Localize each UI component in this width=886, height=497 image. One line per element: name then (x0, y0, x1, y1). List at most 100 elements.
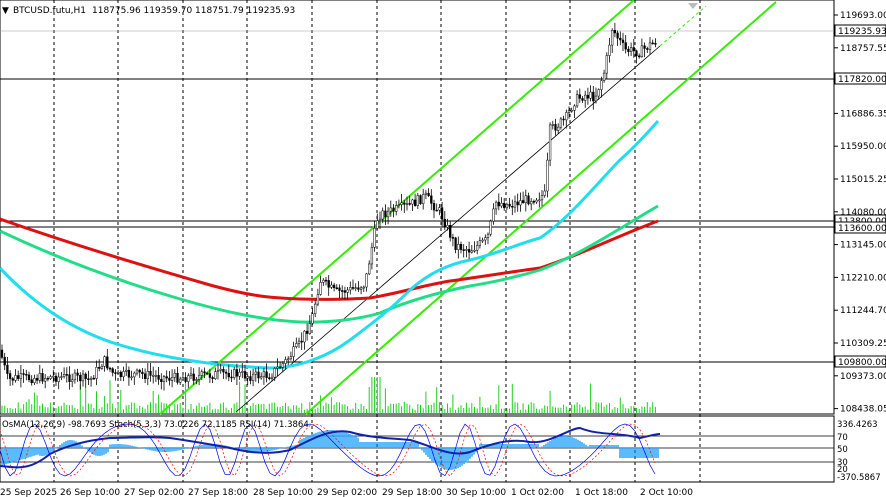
candle-body (478, 240, 482, 246)
indicator-levels (0, 435, 834, 463)
candle-body (65, 374, 68, 376)
candle-body (251, 373, 255, 381)
candle-body (187, 375, 190, 382)
candle-body (195, 379, 198, 381)
candle-body (57, 376, 60, 382)
main-chart-frame[interactable] (0, 0, 835, 415)
level-box-113600 (834, 221, 886, 234)
candle-body (481, 239, 484, 242)
candle-body (427, 192, 430, 197)
candle-body (6, 364, 9, 374)
candle-body (643, 45, 646, 49)
candle-body (25, 373, 28, 376)
candle-body (627, 48, 630, 52)
candle-body (100, 366, 104, 369)
candle-body (324, 279, 328, 282)
candle-body (300, 340, 303, 343)
candle-body (343, 290, 347, 293)
price-tick-label: 118757.55 (840, 44, 886, 54)
volume-bars (1, 377, 656, 413)
channel-lower-line (305, 1, 777, 415)
candle-body (84, 373, 87, 380)
candle-body (127, 369, 131, 378)
candle-body (389, 207, 392, 212)
price-tick-label: 114080.00 (840, 208, 886, 218)
candle-body (465, 249, 468, 251)
osma-min-label: -370.5867 (837, 473, 881, 483)
candle-body (308, 323, 311, 334)
candle-body (170, 377, 174, 381)
candle-body (430, 195, 433, 204)
candle-body (108, 367, 112, 370)
candle-body (516, 201, 519, 206)
stoch-line (0, 423, 656, 477)
candle-body (262, 371, 266, 377)
candle-body (435, 209, 438, 212)
candle-body (454, 237, 457, 250)
time-axis: 25 Sep 2025 26 Sep 10:00 27 Sep 02:00 27… (0, 488, 693, 497)
candle-body (605, 55, 608, 74)
candle-body (403, 202, 406, 205)
candle-body (281, 363, 284, 368)
candle-body (81, 373, 85, 382)
candle-body (330, 284, 333, 288)
candle-body (494, 201, 498, 210)
candle-body (208, 373, 212, 378)
candle-body (581, 98, 584, 101)
candle-body (575, 94, 579, 107)
candle-body (521, 200, 525, 203)
candle-body (295, 343, 298, 347)
candle-body (125, 369, 128, 372)
candle-body (138, 369, 141, 373)
chart-shift-marker[interactable] (688, 3, 698, 9)
candle-body (241, 371, 244, 373)
candle-body (206, 372, 209, 375)
candle-body (473, 249, 476, 252)
candle-body (152, 375, 155, 377)
candle-body (365, 273, 368, 288)
candle-body (157, 375, 160, 380)
candle-body (316, 294, 320, 305)
candle-body (111, 368, 114, 373)
candle-body (416, 195, 419, 206)
candle-body (103, 356, 106, 367)
candle-body (548, 124, 552, 161)
candle-body (368, 263, 371, 275)
chart-menu-icon[interactable]: ▼ (2, 6, 9, 16)
candle-body (616, 32, 619, 39)
candle-body (79, 375, 82, 382)
time-label-8: 1 Oct 02:00 (511, 488, 564, 497)
candle-body (500, 202, 503, 207)
price-tick-label: 119693.00 (840, 11, 886, 21)
candle-body (600, 80, 603, 90)
candle-body (265, 371, 268, 378)
candle-body (392, 207, 395, 212)
candle-body (535, 199, 538, 203)
stoch-signal-line (0, 423, 656, 477)
ma-green-line (0, 204, 659, 324)
time-label-5: 29 Sep 02:00 (317, 488, 377, 497)
candle-body (451, 237, 455, 239)
candle-body (249, 376, 252, 381)
candle-body (254, 371, 257, 375)
candle-body (38, 373, 41, 381)
price-tick-label: 116886.35 (840, 109, 886, 119)
candle-body (303, 330, 306, 343)
price-tick-label: 115950.00 (840, 142, 886, 152)
level-text-117820: 117820.00 (838, 75, 886, 85)
candle-body (33, 378, 36, 384)
candle-body (49, 376, 52, 379)
candle-body (46, 378, 50, 380)
candle-body (476, 245, 479, 251)
ma-cyan-line (0, 120, 660, 370)
candle-body (95, 367, 98, 379)
candle-body (19, 373, 23, 379)
candle-body (370, 247, 374, 265)
candle-body (611, 30, 614, 46)
candle-body (373, 227, 376, 248)
candle-body (243, 371, 247, 379)
channel-mid-line (235, 45, 661, 413)
candle-body (179, 378, 182, 383)
candle-body (30, 379, 33, 384)
candle-body (621, 39, 625, 43)
